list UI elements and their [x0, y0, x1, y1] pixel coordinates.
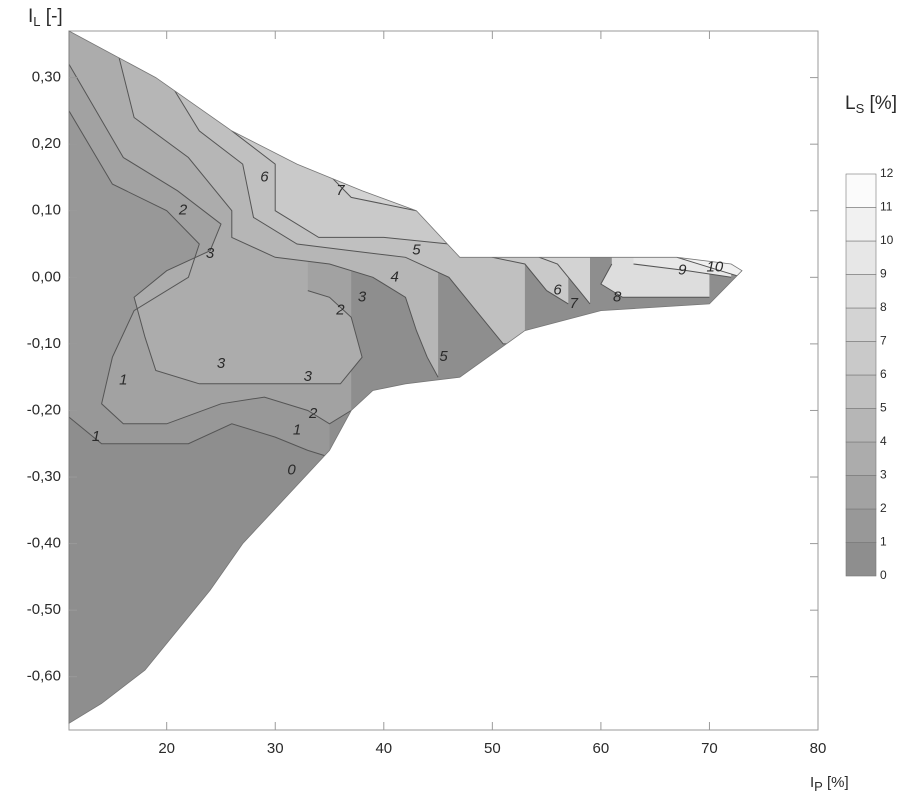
contour-label-15: 6 [553, 282, 562, 299]
colorbar-swatch-0 [845, 542, 877, 577]
contour-label-4: 2 [178, 202, 188, 219]
colorbar-title-sub: S [856, 101, 865, 116]
colorbar-label: 6 [880, 367, 887, 381]
colorbar-label: 11 [880, 200, 893, 214]
colorbar-label: 10 [880, 233, 894, 247]
y-axis-ticks: 0,30 0,20 0,10 0,00 -0,10 -0,20 -0,30 -0,40 -0,5… [27, 69, 818, 685]
colorbar-swatch-3 [845, 441, 877, 476]
colorbar-label: 12 [880, 166, 894, 180]
contour-label-10: 3 [304, 368, 313, 385]
y-tick-label: -0,60 [27, 668, 61, 685]
colorbar-swatch-11 [845, 173, 877, 208]
colorbar-label: 9 [880, 267, 887, 281]
colorbar-label: 7 [880, 334, 887, 348]
colorbar-swatch-5 [845, 374, 877, 409]
contour-label-19: 9 [678, 262, 687, 279]
colorbar-swatch-9 [845, 240, 877, 275]
contour-label-3: 1 [293, 421, 301, 438]
colorbar-label: 8 [880, 300, 887, 314]
contour-label-6: 2 [335, 302, 345, 319]
y-axis-title-sub: L [33, 14, 40, 29]
contour-line-4 [111, 31, 439, 378]
band-level-10 [676, 31, 742, 278]
contour-label-5: 2 [308, 405, 318, 422]
colorbar-swatch-10 [845, 207, 877, 242]
y-tick-label: -0,10 [27, 335, 61, 352]
colorbar-swatch-8 [845, 274, 877, 309]
colorbar-label: 3 [880, 468, 887, 482]
colorbar-title-unit: [%] [864, 93, 897, 114]
contour-line-8 [600, 263, 710, 298]
contour-line-5 [166, 77, 525, 345]
data-region-outline [68, 30, 743, 725]
contour-label-8: 3 [358, 288, 367, 305]
x-axis-ticks: 20 30 40 50 60 70 80 [158, 31, 826, 757]
contour-label-18: 8 [613, 288, 622, 305]
colorbar-swatch-7 [845, 307, 877, 342]
x-tick-label: 30 [267, 740, 284, 757]
contour-line-2 [69, 110, 352, 425]
contour-label-7: 3 [206, 245, 215, 262]
y-axis-title-main: I [28, 6, 33, 27]
contour-line-10 [676, 256, 742, 278]
x-axis-title-sub: P [814, 779, 823, 794]
y-tick-label: -0,30 [27, 468, 61, 485]
colorbar-swatch-4 [845, 408, 877, 443]
colorbar-label: 5 [880, 401, 887, 415]
contour-line-6 [198, 77, 569, 305]
y-tick-label: 0,10 [32, 202, 61, 219]
colorbar-swatch-1 [845, 508, 877, 543]
y-tick-label: -0,20 [27, 401, 61, 418]
contour-line-3 [69, 64, 363, 385]
contour-label-12: 5 [412, 242, 421, 259]
contour-label-0: 0 [287, 461, 296, 478]
x-tick-label: 60 [593, 740, 610, 757]
y-tick-label: -0,40 [27, 535, 61, 552]
colorbar-label: 1 [880, 535, 887, 549]
contour-line-9 [633, 263, 732, 278]
contour-label-17: 7 [570, 295, 579, 312]
contour-label-20: 10 [707, 258, 724, 275]
y-axis-title-unit: [-] [41, 6, 63, 27]
colorbar-title-main: L [845, 93, 856, 114]
contour-line-1 [69, 416, 330, 458]
x-tick-label: 20 [158, 740, 175, 757]
x-tick-label: 40 [375, 740, 392, 757]
contour-label-1: 1 [119, 371, 127, 388]
x-axis-title-unit: [%] [823, 774, 849, 791]
contour-label-14: 6 [260, 168, 269, 185]
y-axis-title: IL [-] [28, 6, 63, 29]
contour-label-2: 1 [92, 428, 100, 445]
y-tick-label: 0,30 [32, 69, 61, 86]
y-tick-label: -0,50 [27, 601, 61, 618]
y-tick-label: 0,20 [32, 135, 61, 152]
colorbar-swatch-2 [845, 475, 877, 510]
colorbar-swatch-6 [845, 341, 877, 376]
band-level-9 [633, 31, 742, 278]
x-axis-title-main: I [810, 774, 814, 791]
x-axis-title: IP [%] [810, 774, 849, 794]
colorbar-title: LS [%] [845, 93, 897, 116]
x-tick-label: 80 [810, 740, 827, 757]
colorbar-label: 2 [880, 501, 887, 515]
y-tick-label: 0,00 [32, 268, 61, 285]
contour-label-11: 4 [391, 268, 399, 285]
contour-label-13: 5 [439, 348, 448, 365]
contour-label-16: 7 [336, 182, 345, 199]
colorbar-label: 0 [880, 568, 887, 582]
x-tick-label: 50 [484, 740, 501, 757]
contour-label-9: 3 [217, 355, 226, 372]
contour-fill-bands [69, 31, 742, 724]
colorbar-label: 4 [880, 434, 887, 448]
band-level-8 [600, 31, 742, 298]
x-tick-label: 70 [701, 740, 718, 757]
